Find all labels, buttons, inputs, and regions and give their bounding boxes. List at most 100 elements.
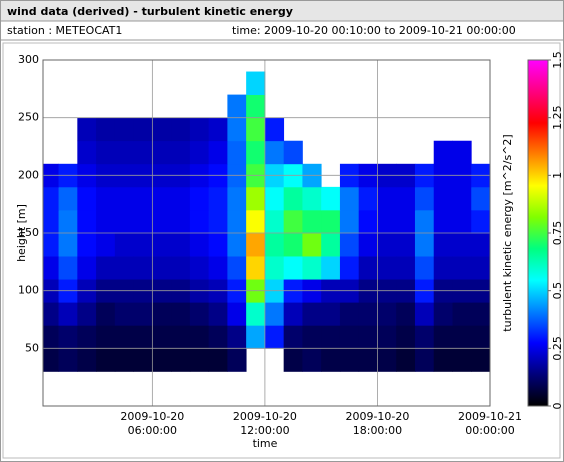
heat-cell xyxy=(302,186,322,211)
heat-cell xyxy=(171,186,191,211)
heat-cell xyxy=(339,233,360,257)
heat-cell xyxy=(471,209,491,234)
heat-cell xyxy=(189,209,210,234)
heat-cell xyxy=(227,140,247,165)
heat-cell xyxy=(414,302,435,326)
heat-cell xyxy=(133,325,153,349)
heat-cell xyxy=(43,256,59,280)
heat-cell xyxy=(133,233,153,257)
heat-cell xyxy=(171,348,191,372)
heat-cell xyxy=(189,117,210,142)
plot-panel xyxy=(2,42,561,459)
heat-cell xyxy=(433,186,453,211)
heat-cell xyxy=(77,140,97,165)
heat-cell xyxy=(377,233,397,257)
heat-cell xyxy=(96,302,116,326)
heat-cell xyxy=(377,256,397,280)
heat-cell xyxy=(358,348,378,372)
heat-cell xyxy=(433,325,453,349)
heat-cell xyxy=(208,348,228,372)
heat-cell xyxy=(77,233,97,257)
time-range: time: 2009-10-20 00:10:00 to 2009-10-21 … xyxy=(232,24,516,37)
heat-cell xyxy=(58,348,78,372)
heat-cell xyxy=(189,348,210,372)
heat-cell xyxy=(114,140,135,165)
heat-cell xyxy=(58,233,78,257)
heat-cell xyxy=(396,186,416,211)
heat-cell xyxy=(377,186,397,211)
heat-cell xyxy=(171,140,191,165)
heat-cell xyxy=(302,325,322,349)
heat-cell xyxy=(114,186,135,211)
y-tick-label: 150 xyxy=(18,226,39,239)
heat-cell xyxy=(96,325,116,349)
heat-cell xyxy=(339,302,360,326)
heat-cell xyxy=(43,348,59,372)
heat-cell xyxy=(133,209,153,234)
heat-cell xyxy=(264,140,285,165)
heat-cell xyxy=(246,117,266,142)
heat-cell xyxy=(227,325,247,349)
heat-cell xyxy=(133,117,153,142)
heat-cell xyxy=(227,117,247,142)
heat-cell xyxy=(302,302,322,326)
x-tick-label: 2009-10-20 12:00:00 xyxy=(232,410,297,437)
heat-cell xyxy=(358,256,378,280)
heat-cell xyxy=(396,325,416,349)
heat-cell xyxy=(452,186,472,211)
heat-cell xyxy=(114,256,135,280)
heat-cell xyxy=(377,209,397,234)
heat-cell xyxy=(414,209,435,234)
heat-cell xyxy=(321,348,341,372)
colorbar-label: turbulent kinetic energy [m^2/s^2] xyxy=(501,134,514,331)
heat-cell xyxy=(58,256,78,280)
heat-cell xyxy=(452,348,472,372)
heat-cell xyxy=(189,302,210,326)
heat-cell xyxy=(452,325,472,349)
heat-cell xyxy=(152,117,172,142)
title-bar xyxy=(1,1,563,21)
heat-cell xyxy=(77,117,97,142)
heat-cell xyxy=(77,325,97,349)
y-tick-label: 50 xyxy=(25,341,39,354)
heat-cell xyxy=(96,233,116,257)
heat-cell xyxy=(43,186,59,211)
colorbar-tick-label: 1.5 xyxy=(551,51,564,69)
heat-cell xyxy=(433,233,453,257)
heat-cell xyxy=(246,94,266,119)
heat-cell xyxy=(246,186,266,211)
heat-cell xyxy=(171,256,191,280)
heat-cell xyxy=(433,302,453,326)
heat-cell xyxy=(227,348,247,372)
heat-cell xyxy=(152,233,172,257)
heat-cell xyxy=(208,186,228,211)
heat-cell xyxy=(396,209,416,234)
heat-cell xyxy=(414,348,435,372)
heat-cell xyxy=(227,186,247,211)
heat-cell xyxy=(264,233,285,257)
y-tick-label: 300 xyxy=(18,53,39,66)
heat-cell xyxy=(283,302,303,326)
heat-cell xyxy=(283,140,303,165)
heat-cell xyxy=(377,302,397,326)
heat-cell xyxy=(77,348,97,372)
heat-cell xyxy=(58,302,78,326)
heat-cell xyxy=(189,325,210,349)
heat-cell xyxy=(339,256,360,280)
heat-cell xyxy=(471,233,491,257)
heat-cell xyxy=(321,233,341,257)
heat-cell xyxy=(152,256,172,280)
heat-cell xyxy=(227,233,247,257)
heat-cell xyxy=(471,302,491,326)
heat-cell xyxy=(246,233,266,257)
heat-cell xyxy=(208,256,228,280)
heat-cell xyxy=(77,209,97,234)
colorbar-tick-label: 0.75 xyxy=(551,221,564,246)
chart-title: wind data (derived) - turbulent kinetic … xyxy=(7,5,293,18)
y-tick-label: 100 xyxy=(18,284,39,297)
heat-cell xyxy=(302,256,322,280)
heat-cell xyxy=(133,302,153,326)
heat-cell xyxy=(43,325,59,349)
